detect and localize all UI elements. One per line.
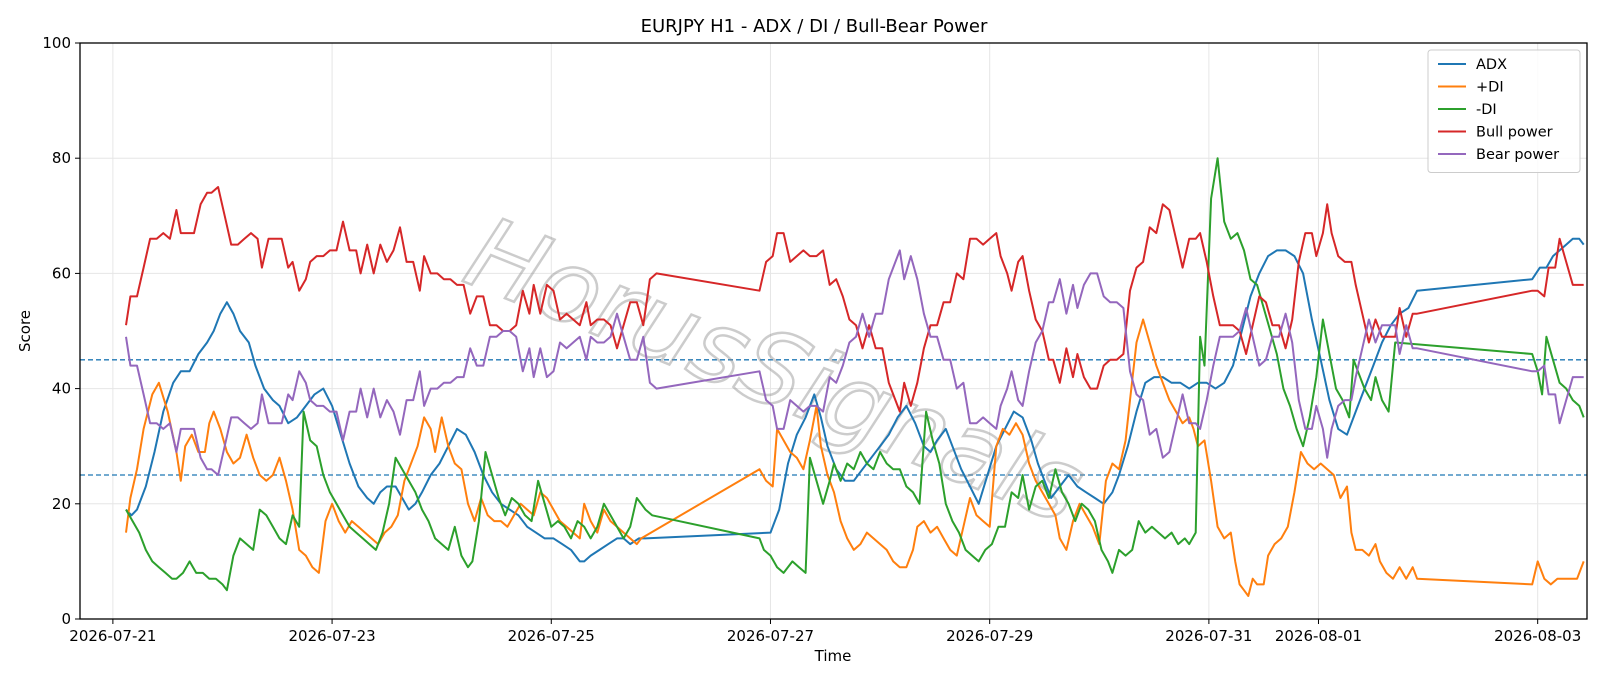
x-tick-label: 2026-07-21 — [69, 627, 156, 645]
y-axis: 0 20 40 60 80 100 — [42, 34, 80, 628]
x-axis-label: Time — [814, 647, 852, 665]
x-tick-label: 2026-07-31 — [1165, 627, 1252, 645]
series-line-adx — [125, 237, 1585, 563]
y-tick-label: 80 — [52, 149, 71, 167]
x-tick-label: 2026-08-01 — [1275, 627, 1362, 645]
legend-box — [1427, 49, 1581, 173]
reference-lines — [80, 359, 1587, 476]
x-axis: 2026-07-21 2026-07-23 2026-07-25 2026-07-27… — [69, 619, 1581, 645]
legend: ADX +DI -DI Bull power Bear power — [1427, 49, 1581, 173]
series-line-bull-power — [125, 186, 1584, 413]
y-tick-label: 0 — [61, 610, 71, 628]
legend-label: +DI — [1476, 80, 1504, 96]
x-tick-label: 2026-07-27 — [727, 627, 814, 645]
legend-label: -DI — [1476, 102, 1497, 118]
x-tick-label: 2026-07-29 — [946, 627, 1033, 645]
legend-label: ADX — [1476, 57, 1507, 73]
legend-label: Bear power — [1476, 147, 1559, 163]
y-tick-label: 40 — [52, 380, 71, 398]
chart-title: EURJPY H1 - ADX / DI / Bull-Bear Power — [641, 16, 988, 37]
y-tick-label: 60 — [52, 264, 71, 282]
series-group — [125, 157, 1585, 597]
plot-area-frame — [79, 42, 1588, 620]
y-axis-label: Score — [16, 310, 34, 352]
series-line-di — [125, 157, 1585, 592]
x-tick-label: 2026-08-03 — [1494, 627, 1581, 645]
legend-label: Bull power — [1476, 125, 1553, 141]
series-line-di — [125, 318, 1585, 597]
series-line-bear-power — [125, 249, 1584, 476]
x-tick-label: 2026-07-23 — [288, 627, 375, 645]
x-tick-label: 2026-07-25 — [508, 627, 595, 645]
y-tick-label: 20 — [52, 495, 71, 513]
y-tick-label: 100 — [42, 34, 71, 52]
